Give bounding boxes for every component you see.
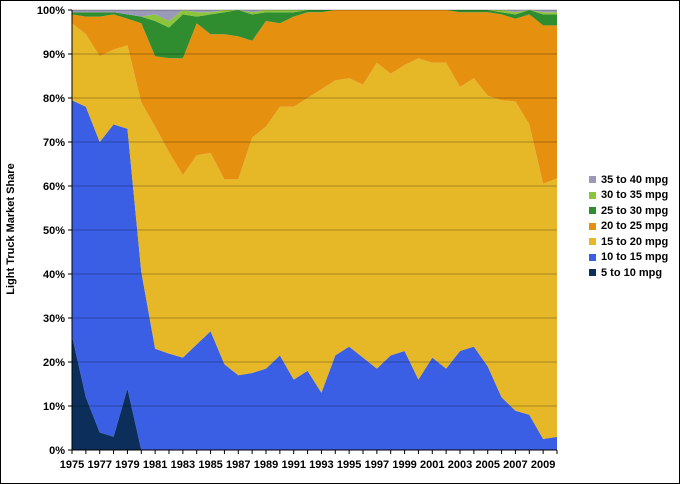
area-series-25-to-30-mpg [72,10,557,59]
x-tick-label: 2005 [475,459,499,471]
y-axis-label: Light Truck Market Share [5,163,17,294]
y-tick-label: 0% [49,445,65,457]
y-tick-label: 90% [43,49,65,61]
legend-swatch [589,238,596,246]
area-series-5-to-10-mpg [72,335,557,450]
x-tick-label: 1979 [115,459,139,471]
x-tick-label: 1999 [392,459,416,471]
y-tick-label: 50% [43,225,65,237]
x-tick-label: 2009 [531,459,555,471]
x-tick-label: 1997 [365,459,389,471]
legend-swatch [589,222,596,230]
y-tick-label: 70% [43,137,65,149]
legend-item: 35 to 40 mpg [589,172,679,188]
legend-swatch [589,176,596,184]
legend-label: 15 to 20 mpg [601,235,669,248]
gridlines [72,9,557,407]
area-series-35-to-40-mpg [72,10,557,21]
legend-label: 35 to 40 mpg [601,173,669,186]
x-tick-label: 2007 [503,459,527,471]
y-tick-label: 20% [43,357,65,369]
legend-label: 10 to 15 mpg [601,251,669,264]
legend-item: 15 to 20 mpg [589,234,679,250]
x-tick-labels: 1975 1977 1979 1981 1983 1985 1987 1989 1991 1993… [60,459,556,471]
legend-item: 10 to 15 mpg [589,250,679,266]
x-tick-label: 2001 [420,459,444,471]
legend-swatch [589,269,596,277]
x-tick-label: 1989 [254,459,278,471]
y-tick-label: 40% [43,269,65,281]
x-tick-label: 1981 [143,459,167,471]
legend-label: 5 to 10 mpg [601,266,663,279]
y-tick-labels: 0% 10% 20% 30% 40% 50% 60% 70% 80% 90% 100% [37,5,65,457]
legend-label: 25 to 30 mpg [601,204,669,217]
legend-item: 30 to 35 mpg [589,188,679,204]
legend-swatch [589,207,596,215]
y-tick-label: 100% [37,5,65,17]
area-series-30-to-35-mpg [72,10,557,28]
y-tick-label: 10% [43,401,65,413]
x-tick-label: 1987 [226,459,250,471]
x-tick-label: 2003 [448,459,472,471]
x-tick-label: 1975 [60,459,84,471]
legend-item: 5 to 10 mpg [589,265,679,281]
y-tick-label: 60% [43,181,65,193]
legend-label: 20 to 25 mpg [601,220,669,233]
legend-swatch [589,253,596,261]
y-tick-label: 80% [43,93,65,105]
x-tick-label: 1983 [171,459,195,471]
area-series-15-to-20-mpg [72,23,557,439]
legend: 35 to 40 mpg 30 to 35 mpg 25 to 30 mpg 20 t… [589,172,679,281]
x-tick-label: 1985 [198,459,222,471]
legend-swatch [589,191,596,199]
area-series-10-to-15-mpg [72,100,557,450]
legend-label: 30 to 35 mpg [601,189,669,202]
legend-item: 20 to 25 mpg [589,219,679,235]
x-tick-label: 1977 [87,459,111,471]
area-series-20-to-25-mpg [72,10,557,184]
x-tick-label: 1995 [337,459,361,471]
axes [68,9,558,454]
x-tick-label: 1991 [281,459,305,471]
series-areas [72,10,557,450]
x-tick-label: 1993 [309,459,333,471]
y-tick-label: 30% [43,313,65,325]
legend-item: 25 to 30 mpg [589,203,679,219]
